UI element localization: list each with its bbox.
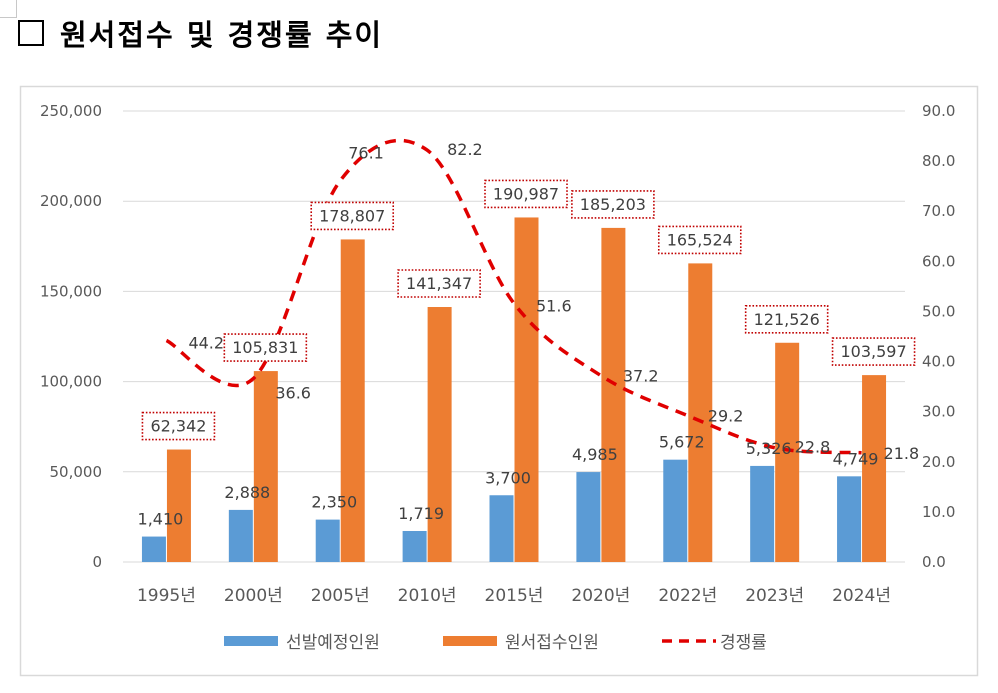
label-rate: 22.8	[795, 438, 831, 457]
page-title: 원서접수 및 경쟁률 추이	[18, 12, 383, 54]
left-axis-ticks: 0 50,000 100,000 150,000 200,000 250,000	[40, 102, 102, 571]
bar-applications	[775, 342, 800, 562]
label-applications: 121,526	[754, 310, 820, 329]
label-rate: 36.6	[275, 384, 311, 403]
label-box	[223, 333, 308, 362]
x-axis-category-label: 2010년	[398, 586, 457, 606]
label-selection: 4,749	[833, 449, 879, 468]
bar-selection	[663, 459, 688, 562]
label-rate: 51.6	[536, 296, 572, 315]
label-selection: 5,326	[746, 439, 792, 458]
bar-applications	[253, 371, 278, 562]
label-selection: 2,350	[311, 493, 357, 512]
bar-selection	[228, 509, 253, 562]
label-applications: 141,347	[406, 274, 472, 293]
label-applications: 190,987	[493, 184, 559, 203]
bar-applications	[427, 307, 452, 562]
right-axis-tick-label: 0.0	[922, 553, 946, 571]
label-box	[141, 411, 216, 441]
bar-applications	[688, 263, 713, 562]
left-axis-tick-label: 150,000	[40, 282, 102, 300]
left-axis-tick-label: 50,000	[50, 463, 103, 481]
checkbox-bullet-icon	[18, 20, 44, 46]
label-selection: 4,985	[572, 445, 618, 464]
label-box	[571, 190, 655, 219]
legend-label-selection: 선발예정인원	[286, 633, 380, 653]
x-axis-category-label: 2020년	[571, 586, 630, 606]
label-rate: 76.1	[348, 144, 384, 163]
right-axis-tick-label: 40.0	[922, 353, 955, 371]
x-axis-category-label: 2005년	[311, 586, 370, 606]
label-box	[744, 304, 829, 334]
x-axis-category-label: 2000년	[224, 586, 283, 606]
bar-applications	[340, 239, 365, 562]
bar-applications	[166, 449, 191, 562]
right-axis-tick-label: 30.0	[922, 403, 955, 421]
label-box	[484, 179, 568, 209]
right-axis-tick-label: 70.0	[922, 202, 955, 220]
right-axis-tick-label: 50.0	[922, 302, 955, 320]
legend-swatch-selection	[224, 636, 278, 646]
label-applications: 185,203	[580, 195, 646, 214]
label-rate: 29.2	[708, 407, 744, 426]
x-axis-category-label: 2015년	[485, 586, 544, 606]
data-labels: 1,410 2,888 2,350 1,719 3,700 4,985 5,672 5,326…	[138, 140, 920, 528]
bar-applications	[601, 227, 626, 562]
left-axis-tick-label: 250,000	[40, 102, 102, 120]
x-axis-category-label: 2023년	[745, 586, 804, 606]
left-axis-tick-label: 200,000	[40, 192, 102, 210]
right-axis-tick-label: 90.0	[922, 102, 955, 120]
bar-applications	[862, 375, 887, 562]
x-axis-category-label: 2022년	[658, 586, 717, 606]
x-axis-category-label: 2024년	[832, 586, 891, 606]
label-selection: 5,672	[659, 433, 705, 452]
right-axis-tick-label: 80.0	[922, 152, 955, 170]
label-selection: 2,888	[224, 483, 270, 502]
label-applications: 103,597	[840, 342, 906, 361]
label-rate: 44.2	[188, 334, 224, 353]
bar-applications	[514, 217, 539, 562]
label-selection: 1,719	[398, 504, 444, 523]
bar-selection	[402, 530, 427, 562]
bar-selection	[315, 519, 340, 562]
right-axis-tick-label: 60.0	[922, 252, 955, 270]
right-axis-ticks: 0.0 10.0 20.0 30.0 40.0 50.0 60.0 70.0 80.0 90.0	[922, 102, 955, 571]
x-axis-category-label: 1995년	[137, 586, 196, 606]
right-axis-tick-label: 10.0	[922, 503, 955, 521]
legend-swatch-applications	[443, 636, 497, 646]
legend: 선발예정인원 원서접수인원 경쟁률	[224, 633, 767, 653]
bar-selection	[837, 476, 862, 562]
x-axis-labels: 1995년 2000년 2005년 2010년 2015년 2020년 2022년 2023년…	[137, 586, 891, 606]
left-axis-tick-label: 0	[92, 553, 102, 571]
label-applications: 178,807	[319, 206, 385, 225]
label-box	[831, 337, 916, 366]
page-corner-mark	[0, 0, 17, 18]
label-applications: 62,342	[150, 417, 206, 436]
bar-selection	[489, 495, 514, 562]
label-box	[397, 269, 481, 298]
legend-label-rate: 경쟁률	[720, 633, 767, 653]
label-box	[310, 201, 395, 231]
bars	[141, 217, 887, 562]
label-rate: 37.2	[623, 367, 659, 386]
bar-selection	[141, 536, 166, 562]
label-rate: 82.2	[447, 140, 483, 159]
label-selection: 3,700	[485, 468, 531, 487]
bar-selection	[750, 465, 775, 562]
label-applications: 105,831	[232, 338, 298, 357]
label-box	[657, 225, 742, 255]
bar-selection	[576, 472, 601, 562]
label-selection: 1,410	[138, 510, 184, 529]
left-axis-tick-label: 100,000	[40, 373, 102, 391]
label-applications: 165,524	[667, 230, 733, 249]
right-axis-tick-label: 20.0	[922, 453, 955, 471]
page-title-text: 원서접수 및 경쟁률 추이	[60, 18, 384, 52]
legend-label-applications: 원서접수인원	[505, 633, 599, 653]
label-rate: 21.8	[884, 444, 920, 463]
